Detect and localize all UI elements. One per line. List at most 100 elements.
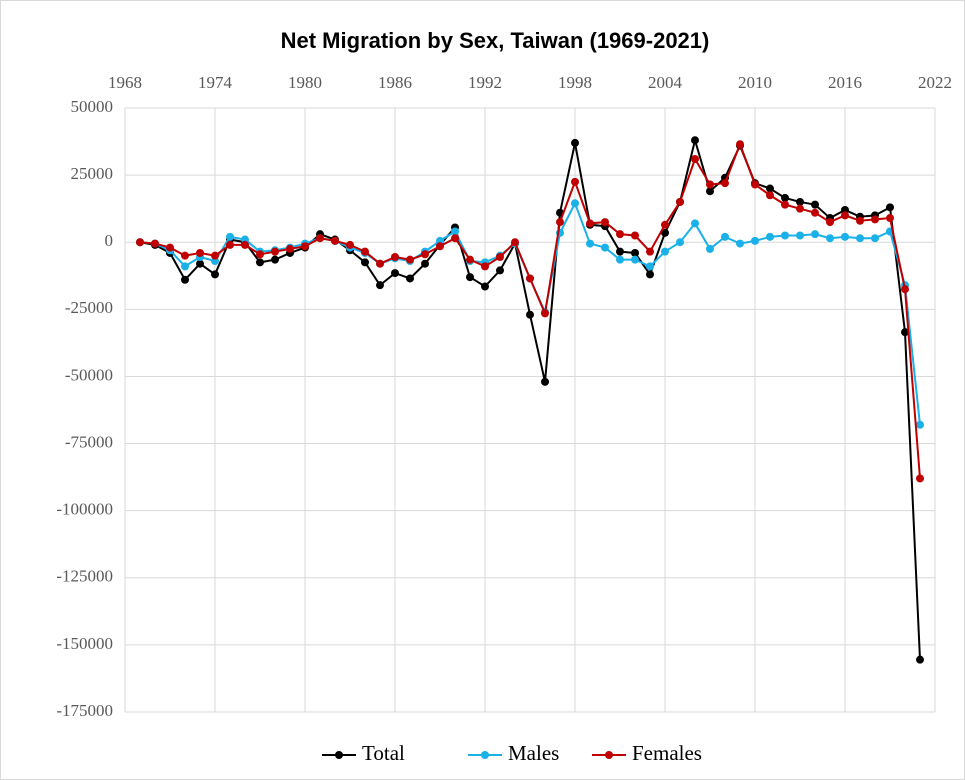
x-tick-label: 2016 [828, 73, 862, 92]
point [646, 270, 654, 279]
point [361, 258, 369, 267]
x-tick-label: 1992 [468, 73, 502, 92]
point [316, 234, 324, 243]
point [211, 270, 219, 279]
point [436, 242, 444, 251]
legend-label: Females [632, 741, 702, 765]
point [361, 247, 369, 256]
y-tick-label: -25000 [65, 298, 113, 317]
point [451, 227, 459, 236]
y-tick-label: -75000 [65, 432, 113, 451]
point [526, 274, 534, 283]
point [796, 231, 804, 240]
point [556, 218, 564, 227]
point [406, 274, 414, 283]
point [541, 309, 549, 318]
point [586, 219, 594, 228]
point [691, 219, 699, 228]
point [751, 180, 759, 189]
legend-marker [481, 751, 489, 759]
point [691, 155, 699, 164]
y-tick-label: 50000 [71, 97, 114, 116]
legend-marker [335, 751, 343, 759]
point [781, 193, 789, 202]
point [661, 228, 669, 237]
point [676, 238, 684, 247]
point [181, 275, 189, 284]
point [766, 191, 774, 200]
y-tick-label: -175000 [56, 701, 113, 720]
point [601, 218, 609, 227]
point [271, 255, 279, 264]
point [496, 266, 504, 275]
point [871, 215, 879, 224]
point [916, 474, 924, 483]
point [661, 247, 669, 256]
point [421, 250, 429, 259]
point [721, 179, 729, 188]
x-tick-label: 1974 [198, 73, 233, 92]
x-tick-label: 1968 [108, 73, 142, 92]
chart-title: Net Migration by Sex, Taiwan (1969-2021) [281, 28, 710, 53]
point [256, 258, 264, 267]
point [391, 269, 399, 278]
point [916, 655, 924, 664]
point [706, 187, 714, 196]
point [196, 248, 204, 257]
point [916, 420, 924, 429]
point [766, 232, 774, 241]
point [226, 232, 234, 241]
point [796, 197, 804, 206]
point [346, 240, 354, 249]
point [826, 218, 834, 227]
legend-label: Males [508, 741, 559, 765]
point [826, 234, 834, 243]
point [271, 247, 279, 256]
point [406, 255, 414, 264]
point [631, 248, 639, 257]
point [856, 234, 864, 243]
point [631, 255, 639, 264]
point [241, 240, 249, 249]
point [841, 232, 849, 241]
point [601, 243, 609, 252]
x-tick-label: 2022 [918, 73, 952, 92]
point [181, 251, 189, 260]
x-tick-label: 1998 [558, 73, 592, 92]
point [706, 180, 714, 189]
point [616, 230, 624, 239]
point [721, 232, 729, 241]
point [901, 328, 909, 337]
point [181, 262, 189, 271]
legend-label: Total [362, 741, 405, 765]
point [526, 310, 534, 319]
point [376, 281, 384, 290]
y-tick-label: -100000 [56, 500, 113, 519]
point [901, 285, 909, 294]
point [736, 140, 744, 149]
point [796, 204, 804, 213]
point [661, 220, 669, 229]
point [751, 236, 759, 245]
point [451, 234, 459, 243]
point [586, 239, 594, 248]
point [646, 247, 654, 256]
point [226, 240, 234, 249]
point [856, 216, 864, 225]
point [811, 230, 819, 239]
point [196, 259, 204, 268]
point [841, 211, 849, 220]
point [571, 138, 579, 147]
y-tick-label: -50000 [65, 365, 113, 384]
point [481, 282, 489, 291]
point [631, 231, 639, 240]
point [871, 234, 879, 243]
point [616, 255, 624, 264]
point [136, 238, 144, 247]
point [676, 197, 684, 206]
point [811, 200, 819, 209]
legend-marker [605, 751, 613, 759]
y-tick-label: -150000 [56, 634, 113, 653]
